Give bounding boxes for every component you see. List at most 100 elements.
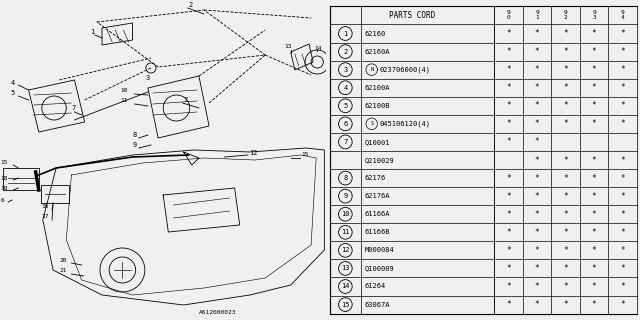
Text: 15: 15 <box>0 159 8 164</box>
Text: *: * <box>592 210 596 219</box>
Text: 8: 8 <box>343 175 348 181</box>
Text: 62160: 62160 <box>364 30 386 36</box>
Text: *: * <box>563 156 568 164</box>
Text: PARTS CORD: PARTS CORD <box>388 11 435 20</box>
Text: *: * <box>535 83 540 92</box>
Text: *: * <box>535 47 540 56</box>
Text: 14: 14 <box>314 45 322 51</box>
Text: *: * <box>592 156 596 164</box>
Text: 13: 13 <box>341 265 349 271</box>
Text: *: * <box>620 101 625 110</box>
Text: *: * <box>563 228 568 237</box>
Text: M000084: M000084 <box>364 247 394 253</box>
Text: *: * <box>620 228 625 237</box>
Text: 7: 7 <box>343 139 348 145</box>
Text: *: * <box>563 173 568 183</box>
Text: 1: 1 <box>343 30 348 36</box>
Text: *: * <box>620 210 625 219</box>
Text: *: * <box>535 137 540 147</box>
Text: *: * <box>535 192 540 201</box>
Text: *: * <box>535 264 540 273</box>
Text: *: * <box>506 101 511 110</box>
Text: *: * <box>535 101 540 110</box>
Text: 9: 9 <box>132 142 137 148</box>
Text: *: * <box>535 246 540 255</box>
Text: *: * <box>592 173 596 183</box>
Text: 61166B: 61166B <box>364 229 390 235</box>
Text: *: * <box>563 65 568 74</box>
Text: *: * <box>535 119 540 128</box>
Text: *: * <box>506 228 511 237</box>
Text: 2: 2 <box>189 2 193 8</box>
Text: *: * <box>592 282 596 291</box>
Text: *: * <box>535 173 540 183</box>
Text: *: * <box>620 156 625 164</box>
Text: *: * <box>592 246 596 255</box>
Text: 10: 10 <box>120 89 128 93</box>
Text: 3: 3 <box>146 75 150 81</box>
Text: *: * <box>535 282 540 291</box>
Text: *: * <box>535 210 540 219</box>
Text: 9
3: 9 3 <box>592 11 596 20</box>
Text: *: * <box>506 173 511 183</box>
Text: *: * <box>592 65 596 74</box>
Text: *: * <box>506 246 511 255</box>
Text: *: * <box>506 300 511 309</box>
Text: 5: 5 <box>10 90 15 96</box>
Text: *: * <box>563 300 568 309</box>
Text: Q210029: Q210029 <box>364 157 394 163</box>
Text: 9
0: 9 0 <box>507 11 511 20</box>
Text: 4: 4 <box>343 85 348 91</box>
Text: 17: 17 <box>41 214 48 220</box>
Text: *: * <box>620 47 625 56</box>
Text: *: * <box>563 210 568 219</box>
Text: *: * <box>620 119 625 128</box>
Text: *: * <box>563 101 568 110</box>
Text: 7: 7 <box>184 97 188 103</box>
Text: 9: 9 <box>343 193 348 199</box>
Text: 12: 12 <box>249 150 257 156</box>
Text: *: * <box>506 29 511 38</box>
Text: *: * <box>620 246 625 255</box>
Text: *: * <box>535 228 540 237</box>
Text: *: * <box>592 228 596 237</box>
Text: 023706000(4): 023706000(4) <box>380 66 431 73</box>
Text: 2: 2 <box>343 49 348 55</box>
Text: 62176A: 62176A <box>364 193 390 199</box>
Text: 62176: 62176 <box>364 175 386 181</box>
Text: *: * <box>592 192 596 201</box>
Text: *: * <box>592 300 596 309</box>
Text: 9
1: 9 1 <box>535 11 539 20</box>
Text: *: * <box>592 47 596 56</box>
Text: Q10001: Q10001 <box>364 139 390 145</box>
Text: 20: 20 <box>59 258 67 262</box>
Text: *: * <box>506 65 511 74</box>
Text: 3: 3 <box>343 67 348 73</box>
Text: *: * <box>535 29 540 38</box>
Text: 045106120(4): 045106120(4) <box>380 121 431 127</box>
Text: *: * <box>535 65 540 74</box>
Text: 15: 15 <box>341 301 349 308</box>
Text: *: * <box>506 210 511 219</box>
Text: 8: 8 <box>132 132 137 138</box>
Text: A612000023: A612000023 <box>199 310 236 316</box>
Text: *: * <box>620 300 625 309</box>
Text: 11: 11 <box>120 99 128 103</box>
Text: 62160A: 62160A <box>364 49 390 55</box>
Text: 62100A: 62100A <box>364 85 390 91</box>
Text: 11: 11 <box>341 229 349 235</box>
Text: 13: 13 <box>285 44 292 50</box>
Text: *: * <box>620 192 625 201</box>
Text: 19: 19 <box>0 186 8 190</box>
Text: *: * <box>506 137 511 147</box>
Text: *: * <box>563 282 568 291</box>
Text: Q100009: Q100009 <box>364 265 394 271</box>
Text: *: * <box>506 47 511 56</box>
Text: 62100B: 62100B <box>364 103 390 109</box>
Text: 1: 1 <box>90 29 94 35</box>
Text: 18: 18 <box>0 175 8 180</box>
Text: 9
4: 9 4 <box>621 11 625 20</box>
Text: *: * <box>563 246 568 255</box>
Text: *: * <box>563 83 568 92</box>
Text: 14: 14 <box>341 284 349 290</box>
